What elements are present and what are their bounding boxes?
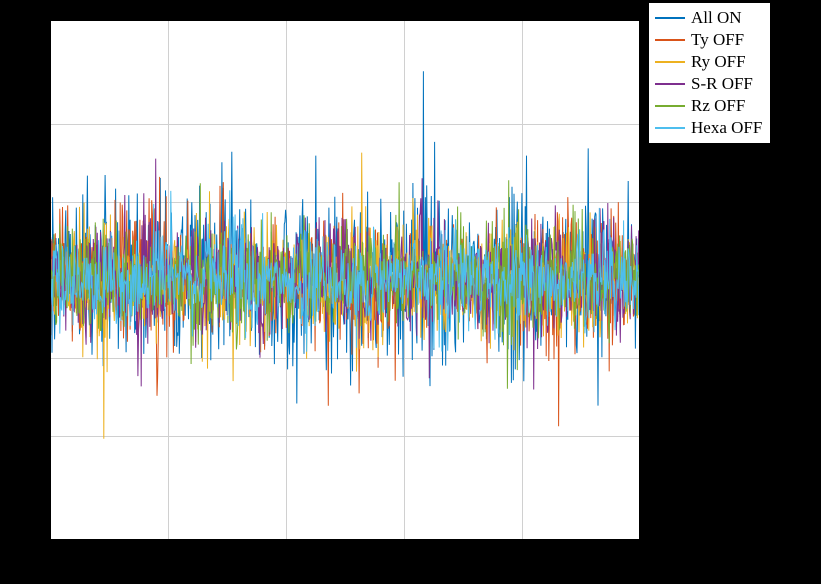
chart-plot-area xyxy=(50,20,640,540)
legend-label: S-R OFF xyxy=(691,74,753,94)
legend-label: Ty OFF xyxy=(691,30,744,50)
legend-item: Rz OFF xyxy=(655,95,762,117)
legend-item: Ty OFF xyxy=(655,29,762,51)
legend-label: All ON xyxy=(691,8,742,28)
legend-item: S-R OFF xyxy=(655,73,762,95)
legend-item: Hexa OFF xyxy=(655,117,762,139)
legend-item: All ON xyxy=(655,7,762,29)
legend-color-swatch xyxy=(655,105,685,108)
legend-label: Ry OFF xyxy=(691,52,746,72)
legend-color-swatch xyxy=(655,39,685,42)
legend-color-swatch xyxy=(655,17,685,20)
plot-background xyxy=(50,20,640,540)
legend-color-swatch xyxy=(655,61,685,64)
legend-color-swatch xyxy=(655,127,685,130)
legend-color-swatch xyxy=(655,83,685,86)
legend-item: Ry OFF xyxy=(655,51,762,73)
legend-label: Hexa OFF xyxy=(691,118,762,138)
signal-lines xyxy=(50,20,640,540)
legend: All ONTy OFFRy OFFS-R OFFRz OFFHexa OFF xyxy=(648,2,771,144)
legend-label: Rz OFF xyxy=(691,96,745,116)
